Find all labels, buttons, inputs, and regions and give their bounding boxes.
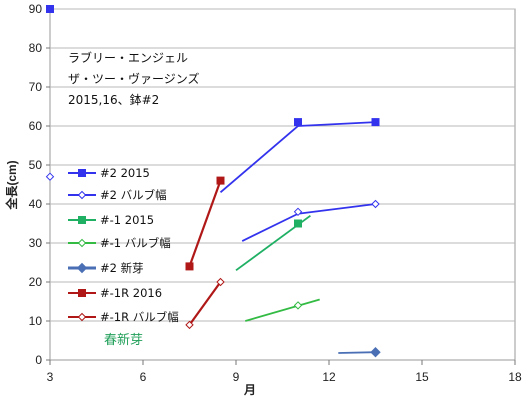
data-point xyxy=(293,301,303,310)
legend-label: #-1 2015 xyxy=(100,213,154,227)
y-tick-label: 40 xyxy=(29,197,43,211)
legend-label: #-1R 2016 xyxy=(100,286,162,300)
legend-entry: #-1R バルブ幅 xyxy=(68,310,179,324)
x-axis-ticks: 3 6 9 12 15 18 xyxy=(47,360,522,384)
gridlines xyxy=(50,8,515,322)
x-axis-title: 月 xyxy=(243,383,256,397)
data-point xyxy=(293,207,303,217)
data-point xyxy=(185,320,194,330)
series-lines xyxy=(188,121,376,354)
trend-line xyxy=(297,121,376,127)
legend-label: #-1 バルブ幅 xyxy=(100,236,171,250)
series-markers xyxy=(45,5,381,358)
data-point xyxy=(371,118,380,127)
data-point xyxy=(46,5,54,13)
y-tick-label: 60 xyxy=(29,119,43,133)
legend-swatch-marker xyxy=(77,312,87,322)
plot-area xyxy=(49,8,516,361)
legend-entry: #2 2015 xyxy=(68,166,150,180)
y-axis-title: 全長(cm) xyxy=(4,160,19,210)
y-tick-label: 20 xyxy=(29,275,43,289)
y-tick-label: 30 xyxy=(29,236,43,250)
y-tick-label: 50 xyxy=(29,158,43,172)
data-point xyxy=(294,118,302,127)
data-point xyxy=(185,262,194,271)
trend-line xyxy=(297,203,376,215)
y-tick-label: 80 xyxy=(29,41,43,55)
x-tick-label: 12 xyxy=(322,370,336,384)
x-tick-label: 15 xyxy=(415,370,429,384)
data-point xyxy=(370,346,381,358)
legend-swatch-marker xyxy=(76,262,88,274)
legend-entry: #2 バルブ幅 xyxy=(68,188,167,202)
data-point xyxy=(45,172,55,181)
legend-swatch-marker xyxy=(78,216,86,224)
legend-entry: #-1 バルブ幅 xyxy=(68,236,171,250)
legend-label: #2 新芽 xyxy=(100,261,144,275)
x-tick-label: 6 xyxy=(140,370,147,384)
series-line xyxy=(188,180,222,267)
legend-entry: #-1R 2016 xyxy=(68,286,162,300)
data-point xyxy=(216,277,225,287)
trend-line xyxy=(338,351,376,354)
legend-swatch-marker xyxy=(77,190,87,200)
legend: #2 2015 #2 バルブ幅 #-1 2015 #-1 バルブ幅 #2 新芽 #-1R … xyxy=(68,166,179,324)
x-tick-label: 18 xyxy=(508,370,522,384)
y-tick-label: 70 xyxy=(29,80,43,94)
legend-entry: #-1 2015 xyxy=(68,213,154,227)
note-line-3: 2015,16、鉢#2 xyxy=(68,93,159,107)
data-point xyxy=(371,199,380,209)
note-line-1: ラブリー・エンジェル xyxy=(68,50,188,65)
y-axis-ticks: 0 10 20 30 40 50 60 70 80 90 xyxy=(29,2,50,367)
legend-label: #-1R バルブ幅 xyxy=(100,310,179,324)
y-tick-label: 10 xyxy=(29,314,43,328)
legend-label: #2 バルブ幅 xyxy=(100,188,167,202)
y-tick-label: 0 xyxy=(35,353,42,367)
trend-line xyxy=(241,212,299,242)
legend-entry: #2 新芽 xyxy=(68,261,144,275)
data-point xyxy=(216,176,225,185)
series-line xyxy=(188,281,222,326)
trend-line xyxy=(219,125,299,193)
data-point xyxy=(294,219,302,228)
trend-line xyxy=(245,298,320,322)
spring-label: 春新芽 xyxy=(104,332,143,348)
legend-label: #2 2015 xyxy=(100,166,150,180)
x-tick-label: 3 xyxy=(47,370,54,384)
x-tick-label: 9 xyxy=(233,370,240,384)
y-tick-label: 90 xyxy=(29,2,43,16)
legend-swatch-marker xyxy=(78,289,86,297)
note-line-2: ザ・ツー・ヴァージンズ xyxy=(68,71,200,86)
legend-swatch-marker xyxy=(77,238,87,248)
legend-swatch-marker xyxy=(78,169,86,177)
